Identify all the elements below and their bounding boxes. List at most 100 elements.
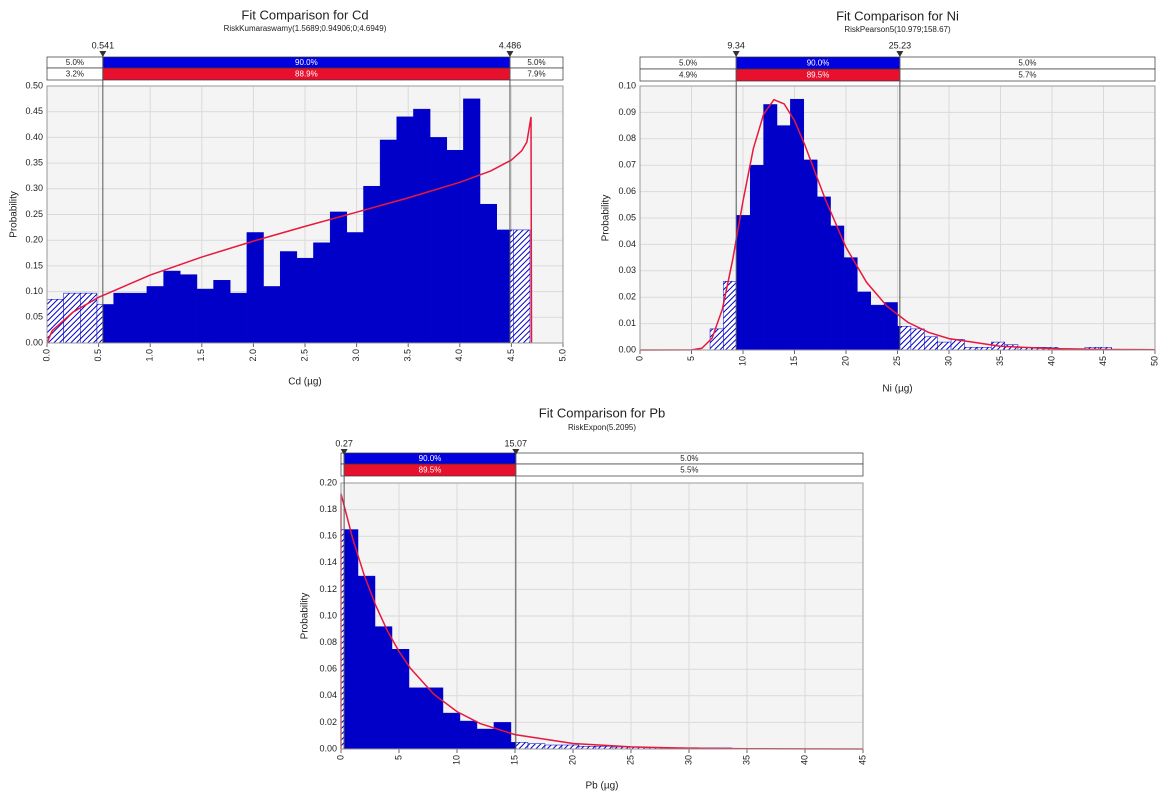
y-tick-label: 0.30 xyxy=(25,183,43,193)
bar xyxy=(179,274,198,344)
bar xyxy=(313,242,331,344)
y-tick-label: 0.45 xyxy=(25,106,43,116)
y-tick-label: 0.02 xyxy=(618,292,636,302)
fit-curve xyxy=(46,116,533,344)
percent-label: 5.0% xyxy=(1018,59,1036,68)
delimiter-label: 4.486 xyxy=(499,40,522,50)
percent-label: 5.7% xyxy=(1018,71,1036,80)
bar xyxy=(391,649,410,750)
x-tick-label: 25 xyxy=(625,755,635,765)
percent-label: 90.0% xyxy=(419,454,442,463)
y-tick-label: 0.12 xyxy=(319,584,337,594)
delimiter-label: 15.07 xyxy=(505,438,528,448)
percent-label: 4.9% xyxy=(679,71,697,80)
bar xyxy=(463,98,481,344)
chart-subtitle: RiskKumaraswamy(1.5689;0.94906;0;4.6949) xyxy=(224,24,387,33)
bar xyxy=(296,257,314,344)
bar xyxy=(357,575,376,750)
percent-label: 89.5% xyxy=(807,71,830,80)
y-tick-label: 0.04 xyxy=(618,239,636,249)
x-tick-label: 2.5 xyxy=(299,349,309,362)
bar xyxy=(446,150,464,344)
plot-frame xyxy=(340,482,864,750)
bar xyxy=(413,108,431,344)
x-tick-label: 45 xyxy=(857,755,867,765)
y-tick-label: 0.15 xyxy=(25,260,43,270)
y-tick-label: 0.20 xyxy=(25,235,43,245)
delimiter-marker xyxy=(340,449,348,455)
chart-title: Fit Comparison for Cd xyxy=(241,7,368,22)
y-tick-label: 0.14 xyxy=(319,557,337,567)
delimiter-marker xyxy=(99,51,107,57)
bar xyxy=(379,139,397,344)
y-tick-label: 0.50 xyxy=(25,80,43,90)
plot-frame xyxy=(639,85,1156,351)
percent-label: 5.0% xyxy=(680,454,698,463)
bar xyxy=(113,292,131,344)
y-tick-label: 0.08 xyxy=(618,133,636,143)
bar xyxy=(229,292,248,344)
bar xyxy=(924,336,938,351)
y-tick-label: 0.09 xyxy=(618,107,636,117)
delimiter-label: 0.541 xyxy=(92,40,115,50)
x-tick-label: 35 xyxy=(741,755,751,765)
bar xyxy=(102,304,114,344)
x-tick-label: 10 xyxy=(451,755,461,765)
bar xyxy=(343,529,359,750)
bar xyxy=(510,742,517,750)
y-tick-label: 0.10 xyxy=(319,610,337,620)
bar xyxy=(196,288,214,344)
percent-label: 5.0% xyxy=(679,59,697,68)
bar xyxy=(329,211,348,344)
bar xyxy=(544,744,563,750)
bar xyxy=(910,328,925,351)
x-tick-label: 20 xyxy=(567,755,577,765)
fit-curve xyxy=(639,98,1156,351)
x-tick-label: 0 xyxy=(335,755,345,760)
y-tick-label: 0.07 xyxy=(618,160,636,170)
y-tick-label: 0.06 xyxy=(618,186,636,196)
percent-label: 5.0% xyxy=(66,58,84,67)
y-tick-label: 0.10 xyxy=(25,286,43,296)
bar xyxy=(709,328,724,351)
percent-label: 88.9% xyxy=(295,70,318,79)
x-tick-label: 5 xyxy=(686,356,696,361)
y-tick-label: 0.02 xyxy=(319,717,337,727)
bar xyxy=(374,626,393,750)
chart-subtitle: RiskPearson5(10.979;158.67) xyxy=(844,25,951,34)
x-tick-label: 30 xyxy=(683,755,693,765)
bar xyxy=(493,722,512,750)
x-tick-label: 2.0 xyxy=(248,349,258,362)
y-tick-label: 0.25 xyxy=(25,209,43,219)
bar xyxy=(561,744,580,750)
y-axis-title: Probability xyxy=(9,191,20,238)
x-tick-label: 1.5 xyxy=(196,349,206,362)
bar xyxy=(130,292,148,344)
bar xyxy=(749,164,764,351)
x-tick-label: 1.0 xyxy=(145,349,155,362)
bar xyxy=(527,743,546,750)
bar xyxy=(899,325,912,351)
x-tick-label: 15 xyxy=(789,356,799,366)
percent-label: 89.5% xyxy=(419,466,442,475)
x-tick-label: 5 xyxy=(393,755,403,760)
delimiter-marker xyxy=(732,51,740,57)
x-tick-label: 10 xyxy=(737,356,747,366)
x-tick-label: 35 xyxy=(995,356,1005,366)
y-tick-label: 0.35 xyxy=(25,157,43,167)
delimiter-label: 9.34 xyxy=(727,40,745,50)
x-tick-label: 40 xyxy=(799,755,809,765)
bar xyxy=(476,728,495,750)
y-tick-label: 0.04 xyxy=(319,690,337,700)
bar xyxy=(515,742,529,750)
x-axis-title: Ni (µg) xyxy=(882,384,912,395)
x-tick-label: 45 xyxy=(1098,356,1108,366)
delimiter-label: 25.23 xyxy=(889,40,912,50)
bar xyxy=(736,215,751,351)
y-tick-label: 0.03 xyxy=(618,265,636,275)
delimiter-label: 0.27 xyxy=(335,438,353,448)
bar xyxy=(513,229,531,344)
y-tick-label: 0.40 xyxy=(25,132,43,142)
x-tick-label: 5.0 xyxy=(557,349,567,362)
